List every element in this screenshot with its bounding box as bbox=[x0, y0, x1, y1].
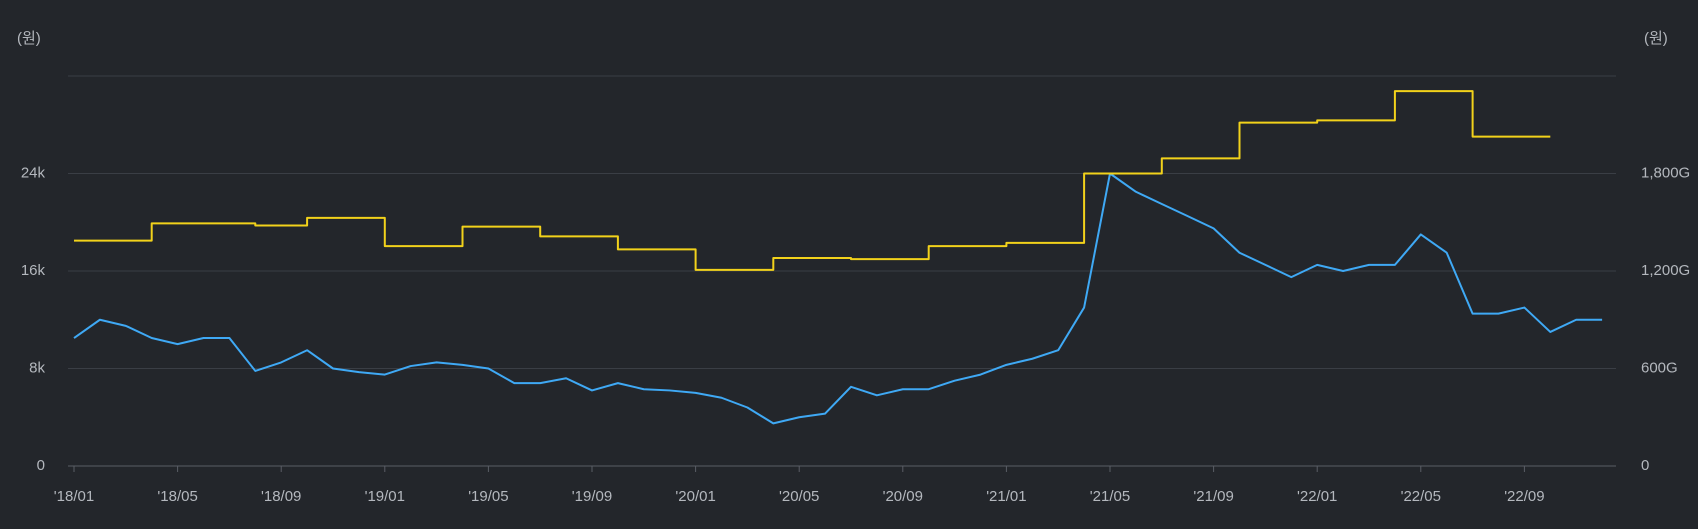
x-tick-label: '19/09 bbox=[572, 488, 612, 505]
series-line bbox=[73, 172, 1603, 425]
y-tick-label: 0 bbox=[37, 457, 45, 474]
x-tick-label: '18/09 bbox=[261, 488, 301, 505]
x-tick-label: '21/05 bbox=[1090, 488, 1130, 505]
y2-axis-unit: (원) bbox=[1644, 30, 1668, 47]
y-tick-label: 16k bbox=[21, 262, 46, 279]
x-tick-label: '21/01 bbox=[986, 488, 1026, 505]
x-tick-label: '22/09 bbox=[1504, 488, 1544, 505]
series-line bbox=[74, 90, 1551, 271]
x-tick-label: '21/09 bbox=[1193, 488, 1233, 505]
x-tick-label: '22/01 bbox=[1297, 488, 1337, 505]
x-tick-label: '20/09 bbox=[883, 488, 923, 505]
y2-tick-label: 0 bbox=[1641, 457, 1649, 474]
x-tick-label: '19/01 bbox=[365, 488, 405, 505]
x-tick-label: '22/05 bbox=[1401, 488, 1441, 505]
x-tick-label: '20/05 bbox=[779, 488, 819, 505]
y-tick-label: 24k bbox=[21, 164, 46, 181]
x-tick-label: '18/05 bbox=[157, 488, 197, 505]
y2-tick-label: 1,800G bbox=[1641, 164, 1690, 181]
y2-tick-label: 600G bbox=[1641, 359, 1678, 376]
y-tick-label: 8k bbox=[29, 359, 45, 376]
y-axis-unit: (원) bbox=[17, 30, 41, 47]
y2-tick-label: 1,200G bbox=[1641, 262, 1690, 279]
x-tick-label: '19/05 bbox=[468, 488, 508, 505]
x-tick-label: '18/01 bbox=[54, 488, 94, 505]
x-tick-label: '20/01 bbox=[675, 488, 715, 505]
